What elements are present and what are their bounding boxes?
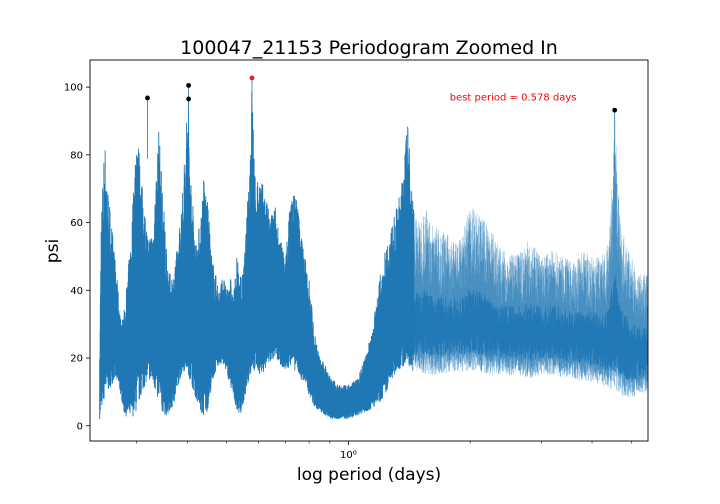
series-line-dense bbox=[99, 92, 415, 419]
plot-area bbox=[89, 59, 649, 442]
x-axis-label: log period (days) bbox=[297, 465, 441, 485]
chart-title: 100047_21153 Periodogram Zoomed In bbox=[180, 37, 558, 59]
y-axis-ticks: 0 20 40 60 80 100 bbox=[64, 83, 90, 432]
series-line-core bbox=[413, 274, 648, 381]
y-tick-label-80: 80 bbox=[70, 150, 83, 161]
series-layer bbox=[99, 92, 648, 419]
y-tick-label-0: 0 bbox=[77, 421, 83, 432]
y-tick-label-100: 100 bbox=[64, 83, 83, 94]
x-axis-ticks: 10⁰ bbox=[136, 441, 632, 461]
y-tick-label-40: 40 bbox=[70, 286, 83, 297]
axes-frame bbox=[89, 59, 649, 442]
best-period-annotation: best period = 0.578 days bbox=[450, 92, 577, 103]
peak-marker-2 bbox=[186, 96, 191, 102]
peak-marker-4 bbox=[612, 107, 618, 113]
peak-marker-1 bbox=[186, 83, 191, 88]
y-tick-label-60: 60 bbox=[70, 218, 83, 229]
x-tick-label-0: 10⁰ bbox=[340, 450, 357, 461]
y-tick-label-20: 20 bbox=[70, 354, 83, 365]
peak-markers bbox=[145, 75, 618, 172]
peak-marker-3 bbox=[249, 75, 255, 81]
peak-marker-0 bbox=[145, 95, 150, 101]
y-axis-label: psi bbox=[43, 239, 63, 263]
